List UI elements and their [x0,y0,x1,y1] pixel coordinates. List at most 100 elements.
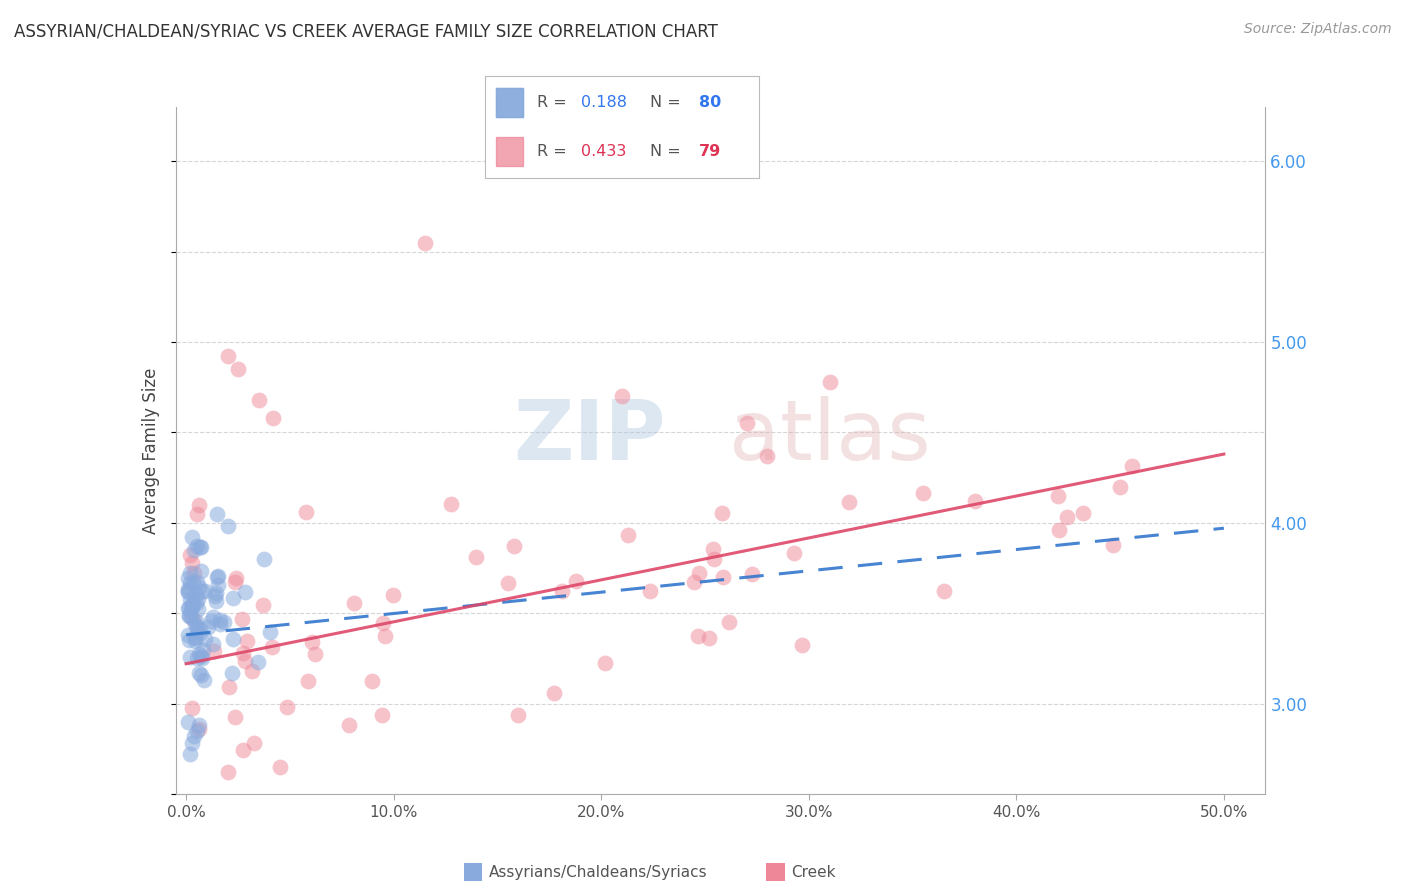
Point [201,637,224,651]
Point [200,614,222,628]
Point [1109,480,1132,494]
Point [297,674,319,689]
Point [1056,510,1078,524]
Text: R =: R = [537,145,572,160]
Point [186,650,208,665]
Text: ASSYRIAN/CHALDEAN/SYRIAC VS CREEK AVERAGE FAMILY SIZE CORRELATION CHART: ASSYRIAN/CHALDEAN/SYRIAC VS CREEK AVERAG… [14,22,718,40]
Point [218,680,240,694]
Point [190,649,212,664]
Point [187,498,209,512]
Point [735,417,758,431]
Point [818,375,841,389]
Point [565,574,588,588]
Point [755,449,778,463]
Point [177,632,200,647]
Point [638,584,661,599]
Point [191,642,214,657]
Point [181,599,204,614]
Text: atlas: atlas [728,396,931,477]
Point [496,575,519,590]
Point [506,708,529,723]
Point [180,604,202,618]
Point [232,646,254,660]
Point [186,622,208,636]
Point [179,650,201,665]
Text: 0.433: 0.433 [581,145,627,160]
Point [184,633,207,648]
Point [911,486,934,500]
Point [179,549,201,563]
Point [183,542,205,557]
Point [183,566,205,581]
Point [184,614,207,628]
Point [191,650,214,665]
Point [1046,489,1069,503]
Text: Source: ZipAtlas.com: Source: ZipAtlas.com [1244,22,1392,37]
Point [247,655,270,669]
Point [711,506,734,520]
Point [188,580,211,594]
Point [343,596,366,610]
Point [242,665,264,679]
Point [177,601,200,615]
Point [212,615,235,629]
Point [190,541,212,555]
Text: N =: N = [650,95,686,110]
Point [181,736,204,750]
Point [179,609,201,624]
Point [188,666,211,681]
Point [371,708,394,723]
Point [188,626,211,640]
Point [276,700,298,714]
Point [682,574,704,589]
Point [1121,459,1143,474]
Point [177,584,200,599]
Point [1047,523,1070,537]
Point [193,632,215,647]
Point [711,570,734,584]
Point [233,585,256,599]
Point [188,648,211,662]
Point [294,505,316,519]
Point [186,507,208,521]
Point [179,575,201,590]
Point [232,742,254,756]
Point [269,760,291,774]
Point [963,494,986,508]
Point [205,570,228,584]
Point [337,718,360,732]
Point [181,597,204,611]
Point [226,362,249,376]
Point [551,583,574,598]
Text: Assyrians/Chaldeans/Syriacs: Assyrians/Chaldeans/Syriacs [489,865,707,880]
Point [233,654,256,668]
Point [686,629,709,643]
Point [177,608,200,623]
Point [221,632,243,647]
Point [252,552,274,566]
Point [184,596,207,610]
Point [180,610,202,624]
Point [703,552,725,566]
Point [179,566,201,581]
Point [187,602,209,616]
Point [183,729,205,743]
Point [179,747,201,761]
Point [202,644,225,658]
Point [243,736,266,750]
Point [187,592,209,607]
Point [194,584,217,599]
Point [224,710,246,724]
Point [702,541,724,556]
Point [186,539,208,553]
Point [184,588,207,602]
Point [260,640,283,654]
Point [247,392,270,407]
Point [207,569,229,583]
Point [259,624,281,639]
Point [205,593,228,607]
Point [197,619,219,633]
Point [217,765,239,780]
Point [413,235,436,250]
Text: 80: 80 [699,95,721,110]
